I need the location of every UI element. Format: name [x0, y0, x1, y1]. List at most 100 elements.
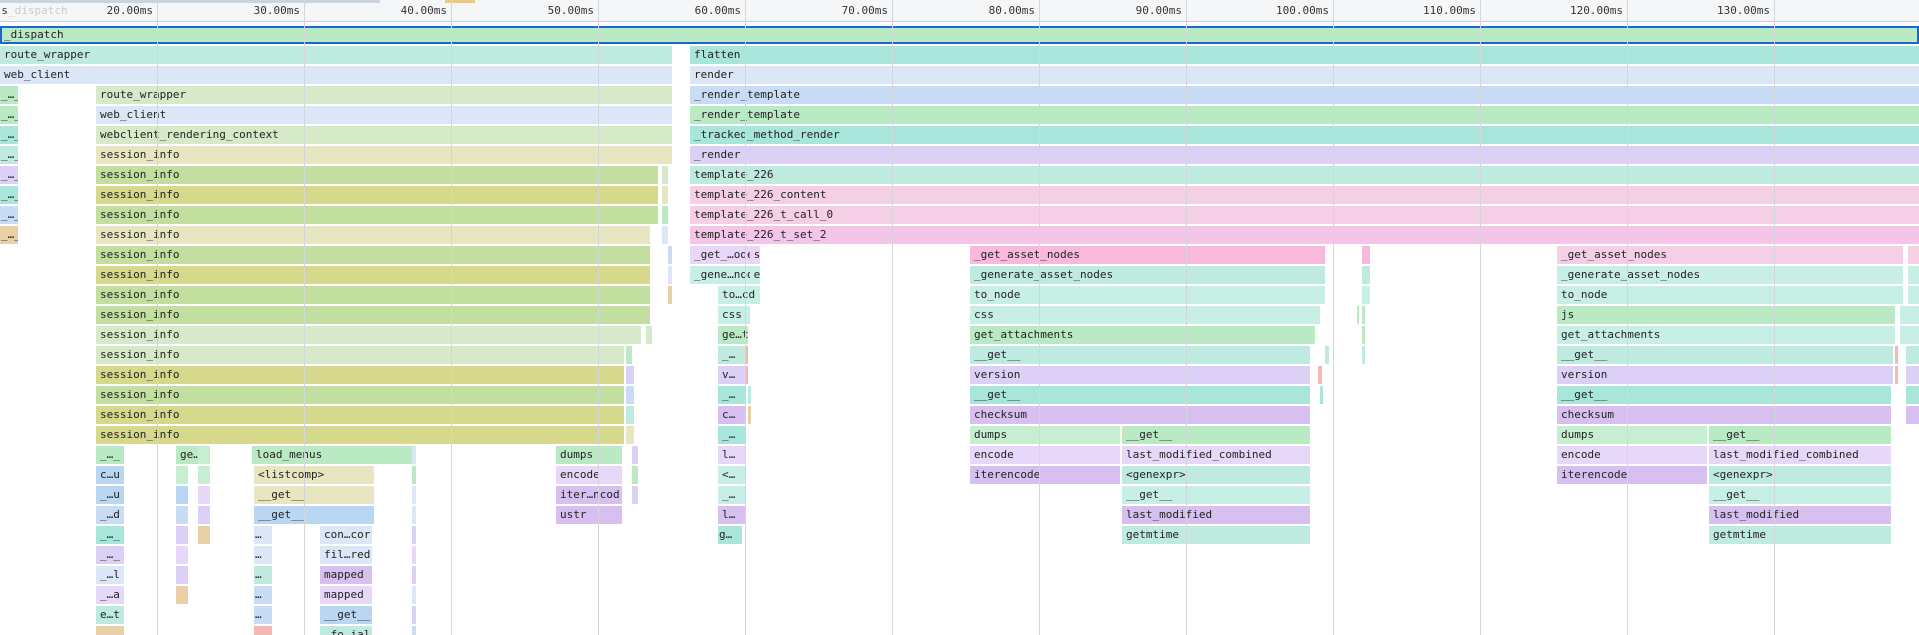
flame-frame[interactable]: version: [1557, 366, 1893, 384]
flame-frame-sliver[interactable]: [198, 446, 210, 464]
flame-frame[interactable]: web_client: [0, 66, 672, 84]
flame-frame-sliver[interactable]: [646, 326, 652, 344]
flame-frame[interactable]: _…_: [0, 126, 18, 144]
flame-frame[interactable]: session_info: [96, 306, 650, 324]
flame-frame-sliver[interactable]: [1895, 346, 1898, 364]
flame-frame-sliver[interactable]: [1900, 326, 1919, 344]
flame-frame-sliver[interactable]: [1320, 386, 1323, 404]
flame-frame-sliver[interactable]: [412, 486, 416, 504]
flame-frame[interactable]: …: [254, 626, 272, 635]
flame-frame[interactable]: mapped: [320, 566, 372, 584]
flame-frame[interactable]: _get_asset_nodes: [1557, 246, 1903, 264]
flame-frame[interactable]: session_info: [96, 286, 650, 304]
flame-frame[interactable]: _gene…node: [690, 266, 760, 284]
flame-frame[interactable]: dumps: [556, 446, 622, 464]
flame-frame[interactable]: _render_template: [690, 106, 1919, 124]
flame-frame[interactable]: to_node: [970, 286, 1325, 304]
flame-frame[interactable]: _…: [718, 346, 746, 364]
flame-frame[interactable]: iterencode: [970, 466, 1120, 484]
flame-frame[interactable]: e…t: [96, 606, 124, 624]
flame-frame[interactable]: <genexpr>: [1122, 466, 1310, 484]
flame-frame[interactable]: _dispatch: [0, 26, 1919, 44]
flame-frame[interactable]: route_wrapper: [0, 46, 672, 64]
flame-frame-sliver[interactable]: [626, 426, 634, 444]
flame-frame-sliver[interactable]: [1325, 346, 1329, 364]
flame-frame[interactable]: __get__: [1122, 426, 1310, 444]
flame-frame[interactable]: template_226: [690, 166, 1919, 184]
flame-frame[interactable]: _…_: [96, 526, 124, 544]
flame-frame-sliver[interactable]: [412, 606, 416, 624]
flame-frame[interactable]: fil…red: [320, 546, 372, 564]
flame-frame[interactable]: web_client: [96, 106, 672, 124]
flame-frame-sliver[interactable]: [1895, 366, 1898, 384]
flame-frame[interactable]: c…u: [96, 466, 124, 484]
flame-frame-sliver[interactable]: [662, 206, 668, 224]
flame-frame[interactable]: js: [1557, 306, 1895, 324]
flame-frame-sliver[interactable]: [626, 346, 632, 364]
flame-frame[interactable]: _generate_asset_nodes: [1557, 266, 1903, 284]
flame-frame[interactable]: get_attachments: [1557, 326, 1895, 344]
flame-frame-sliver[interactable]: [412, 566, 416, 584]
flame-frame[interactable]: __get__: [254, 486, 374, 504]
flame-frame[interactable]: ge…t: [718, 326, 748, 344]
flame-frame[interactable]: …: [254, 526, 272, 544]
flame-frame[interactable]: …: [254, 546, 272, 564]
flame-frame-sliver[interactable]: [176, 486, 188, 504]
flame-frame[interactable]: encode: [970, 446, 1120, 464]
flame-frame[interactable]: session_info: [96, 366, 624, 384]
flame-frame[interactable]: _…_: [0, 146, 18, 164]
flame-frame[interactable]: _render: [690, 146, 1919, 164]
flame-frame-sliver[interactable]: [1362, 326, 1365, 344]
flame-frame-sliver[interactable]: [745, 366, 748, 384]
flame-frame-sliver[interactable]: [1362, 346, 1365, 364]
flame-frame-sliver[interactable]: [1906, 386, 1919, 404]
flame-frame[interactable]: _…_: [0, 206, 18, 224]
flame-frame[interactable]: last_modified: [1122, 506, 1310, 524]
flame-frame[interactable]: _fo…ial: [320, 626, 372, 635]
flame-frame[interactable]: session_info: [96, 406, 624, 424]
flame-frame[interactable]: route_wrapper: [96, 86, 672, 104]
flame-frame-sliver[interactable]: [1906, 406, 1919, 424]
flame-frame-sliver[interactable]: [412, 466, 416, 484]
flame-frame[interactable]: mapped: [320, 586, 372, 604]
flame-frame-sliver[interactable]: [412, 626, 416, 635]
flame-frame[interactable]: session_info: [96, 226, 650, 244]
flame-frame-sliver[interactable]: [198, 466, 210, 484]
flame-frame[interactable]: _…_: [96, 626, 124, 635]
flame-frame[interactable]: _…_: [96, 546, 124, 564]
flame-frame[interactable]: session_info: [96, 166, 658, 184]
flame-frame[interactable]: …: [254, 606, 272, 624]
flame-frame[interactable]: session_info: [96, 266, 650, 284]
flame-frame[interactable]: <listcomp>: [254, 466, 374, 484]
flame-frame[interactable]: __get__: [1122, 486, 1310, 504]
flame-frame-sliver[interactable]: [412, 546, 416, 564]
flame-frame-sliver[interactable]: [176, 566, 188, 584]
flame-frame[interactable]: <…: [718, 466, 746, 484]
flame-frame[interactable]: _render_template: [690, 86, 1919, 104]
flame-frame-sliver[interactable]: [745, 346, 748, 364]
flame-frame[interactable]: _…_: [0, 186, 18, 204]
flame-frame[interactable]: g…: [718, 526, 742, 544]
flame-frame-sliver[interactable]: [662, 226, 668, 244]
flame-frame-sliver[interactable]: [1362, 266, 1370, 284]
flame-frame[interactable]: __get__: [1557, 346, 1893, 364]
flame-frame[interactable]: con…cor: [320, 526, 372, 544]
flame-frame[interactable]: _…: [718, 486, 746, 504]
flame-frame-sliver[interactable]: [632, 486, 638, 504]
flame-frame[interactable]: template_226_content: [690, 186, 1919, 204]
flame-frame[interactable]: v…: [718, 366, 746, 384]
flame-frame[interactable]: _…d: [96, 506, 124, 524]
flame-frame[interactable]: _get_asset_nodes: [970, 246, 1325, 264]
flame-frame[interactable]: last_modified_combined: [1122, 446, 1310, 464]
flame-frame-sliver[interactable]: [176, 546, 188, 564]
flame-frame[interactable]: to_node: [1557, 286, 1903, 304]
flame-frame[interactable]: session_info: [96, 326, 641, 344]
flame-frame[interactable]: session_info: [96, 426, 624, 444]
flame-frame-sliver[interactable]: [632, 446, 638, 464]
flame-frame[interactable]: session_info: [96, 206, 658, 224]
ruler-selection-handle[interactable]: [445, 0, 475, 3]
flame-frame[interactable]: _generate_asset_nodes: [970, 266, 1325, 284]
flame-frame[interactable]: encode: [556, 466, 622, 484]
flame-frame-sliver[interactable]: [662, 186, 668, 204]
flame-frame-sliver[interactable]: [626, 366, 634, 384]
